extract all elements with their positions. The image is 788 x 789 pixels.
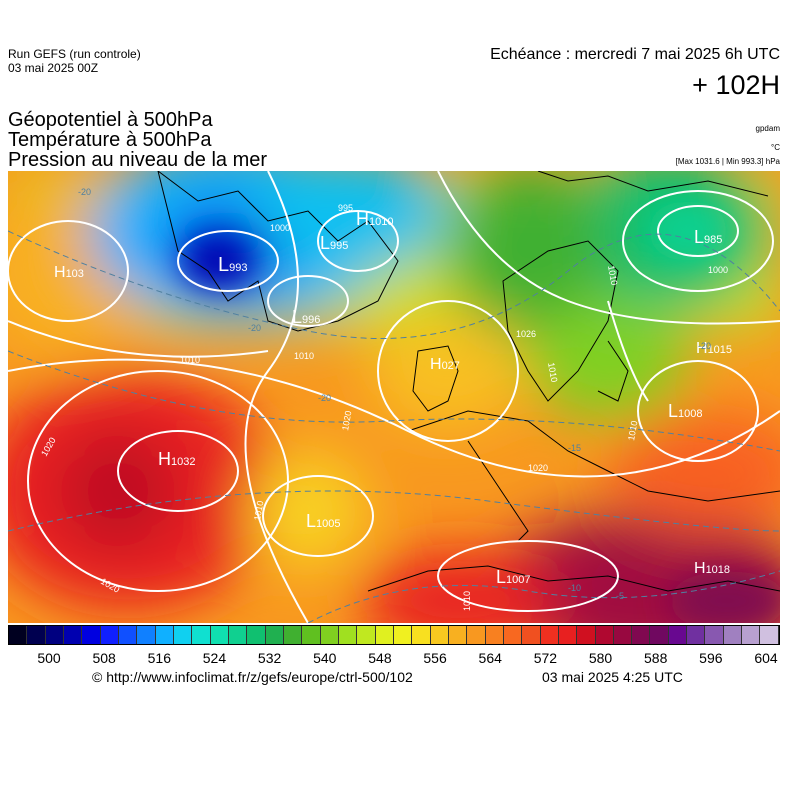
colorbar-swatch	[595, 626, 614, 644]
colorbar-swatch	[393, 626, 413, 644]
colorbar-swatch	[467, 626, 486, 644]
svg-text:1000: 1000	[708, 265, 728, 275]
colorbar-swatch	[760, 626, 779, 644]
lead-time: + 102H	[692, 70, 780, 100]
colorbar-tick-label: 572	[533, 650, 558, 666]
colorbar-tick-label: 524	[202, 650, 227, 666]
colorbar-swatch	[742, 626, 761, 644]
colorbar-swatch	[82, 626, 101, 644]
title-pressure: Pression au niveau de la mer	[8, 149, 268, 171]
colorbar-swatch	[45, 626, 64, 644]
pressure-range: [Max 1031.6 | Min 993.3] hPa	[675, 157, 780, 166]
colorbar-swatch	[503, 626, 523, 644]
svg-text:-5: -5	[616, 591, 624, 601]
colorbar-tick-label: 532	[257, 650, 282, 666]
echeance-label: Echéance : mercredi 7 mai 2025 6h UTC	[490, 46, 780, 63]
temperature-contours	[8, 230, 780, 623]
colorbar	[8, 625, 780, 645]
colorbar-swatch	[668, 626, 688, 644]
coastlines	[157, 171, 780, 592]
colorbar-swatch	[210, 626, 229, 644]
colorbar-tick-label: 580	[588, 650, 613, 666]
high-center: H1015	[696, 340, 732, 357]
svg-text:-20: -20	[248, 323, 261, 333]
colorbar-tick-label: 516	[147, 650, 171, 666]
colorbar-swatch	[558, 626, 578, 644]
colorbar-swatch	[118, 626, 138, 644]
svg-text:1010: 1010	[252, 500, 265, 521]
svg-text:995: 995	[338, 203, 353, 213]
colorbar-swatch	[100, 626, 119, 644]
colorbar-tick-label: 604	[754, 650, 778, 666]
isobar-labels: 1000 1010 1020 1020 1020 1010 1010 1000 …	[39, 203, 728, 611]
colorbar-swatch	[522, 626, 541, 644]
colorbar-tick-label: 500	[37, 650, 61, 666]
colorbar-swatch	[173, 626, 193, 644]
colorbar-swatch	[687, 626, 706, 644]
unit-geopotential: gpdam	[755, 124, 780, 133]
colorbar-tick-label: 596	[699, 650, 723, 666]
source-url: © http://www.infoclimat.fr/z/gefs/europe…	[92, 669, 413, 685]
weather-map: H103 L993 L995 H1010 L996 H027 L985 H101…	[8, 171, 780, 623]
isobars	[8, 171, 780, 623]
high-center: H1018	[694, 560, 730, 577]
svg-text:1020: 1020	[528, 463, 548, 473]
colorbar-swatch	[577, 626, 596, 644]
unit-temperature: °C	[771, 143, 780, 152]
colorbar-swatch	[375, 626, 394, 644]
colorbar-swatch	[27, 626, 46, 644]
colorbar-swatch	[302, 626, 321, 644]
colorbar-swatch	[247, 626, 266, 644]
colorbar-swatch	[540, 626, 559, 644]
colorbar-swatch	[632, 626, 651, 644]
svg-text:1026: 1026	[516, 329, 536, 339]
colorbar-swatch	[412, 626, 431, 644]
svg-text:1000: 1000	[270, 223, 290, 233]
colorbar-swatch	[137, 626, 156, 644]
temperature-labels: -20 -20 -20 -20 -15 -10 -5	[78, 187, 711, 601]
colorbar-swatch	[9, 626, 28, 644]
colorbar-tick-label: 588	[644, 650, 668, 666]
colorbar-tick-label: 540	[313, 650, 337, 666]
run-label: Run GEFS (run controle)	[8, 47, 141, 61]
colorbar-swatch	[650, 626, 669, 644]
title-temperature: Température à 500hPa	[8, 129, 212, 151]
svg-text:-10: -10	[568, 583, 581, 593]
colorbar-swatch	[357, 626, 376, 644]
colorbar-swatch	[485, 626, 504, 644]
high-center: H027	[430, 356, 460, 373]
high-center: H103	[54, 264, 84, 281]
generated-time: 03 mai 2025 4:25 UTC	[542, 669, 683, 685]
svg-text:1010: 1010	[626, 420, 639, 441]
colorbar-swatch	[613, 626, 633, 644]
colorbar-swatch	[155, 626, 174, 644]
colorbar-tick-label: 556	[423, 650, 447, 666]
svg-text:1010: 1010	[462, 591, 472, 611]
colorbar-swatch	[430, 626, 449, 644]
colorbar-swatch	[723, 626, 743, 644]
colorbar-swatch	[192, 626, 211, 644]
run-date: 03 mai 2025 00Z	[8, 61, 99, 75]
colorbar-swatch	[448, 626, 468, 644]
svg-text:1010: 1010	[180, 355, 200, 365]
svg-text:1010: 1010	[606, 265, 619, 286]
title-geopotential: Géopotentiel à 500hPa	[8, 109, 213, 131]
colorbar-swatch	[63, 626, 83, 644]
colorbar-swatch	[283, 626, 303, 644]
svg-text:1010: 1010	[294, 351, 314, 361]
colorbar-swatch	[265, 626, 284, 644]
colorbar-tick-label: 508	[92, 650, 116, 666]
svg-text:1020: 1020	[340, 410, 353, 431]
svg-text:-20: -20	[698, 341, 711, 351]
colorbar-tick-label: 564	[478, 650, 502, 666]
colorbar-swatch	[320, 626, 339, 644]
svg-text:-20: -20	[318, 393, 331, 403]
colorbar-swatch	[338, 626, 358, 644]
svg-text:-15: -15	[568, 443, 581, 453]
colorbar-swatch	[705, 626, 724, 644]
colorbar-swatch	[228, 626, 248, 644]
colorbar-tick-label: 548	[368, 650, 392, 666]
svg-text:1010: 1010	[546, 362, 559, 383]
svg-text:-20: -20	[78, 187, 91, 197]
